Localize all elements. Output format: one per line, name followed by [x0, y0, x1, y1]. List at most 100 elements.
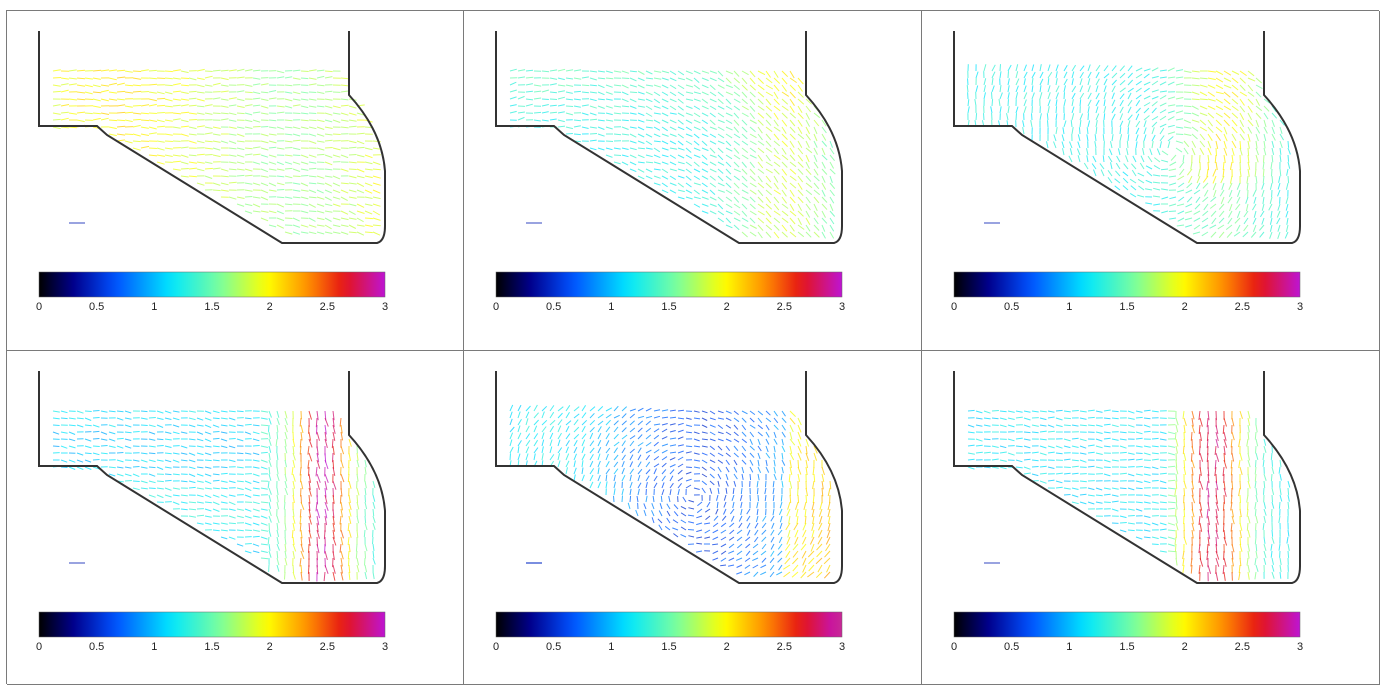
velocity-vector — [798, 78, 803, 84]
velocity-vector — [77, 120, 85, 122]
velocity-vector — [269, 183, 276, 186]
velocity-vector — [1191, 162, 1192, 170]
velocity-vector — [93, 460, 100, 461]
velocity-vector — [1272, 460, 1273, 467]
velocity-vector — [742, 113, 749, 117]
velocity-vector — [1264, 446, 1266, 453]
velocity-vector — [1152, 90, 1159, 92]
velocity-vector — [1152, 438, 1159, 439]
velocity-vector — [341, 460, 343, 468]
velocity-vector — [654, 410, 660, 411]
velocity-vector — [662, 71, 669, 73]
velocity-vector — [774, 432, 776, 438]
velocity-vector — [750, 78, 755, 84]
velocity-vector — [1048, 446, 1055, 448]
velocity-vector — [1240, 509, 1241, 517]
velocity-vector — [710, 169, 716, 172]
velocity-vector — [1008, 78, 1009, 85]
velocity-vector — [1064, 92, 1065, 99]
quiver-plot — [922, 351, 1380, 685]
velocity-vector — [333, 572, 335, 581]
velocity-vector — [1120, 73, 1125, 78]
velocity-vector — [678, 134, 684, 138]
velocity-vector — [1176, 127, 1183, 128]
velocity-vector — [1271, 551, 1272, 558]
velocity-vector — [1256, 155, 1258, 162]
velocity-vector — [1184, 467, 1186, 475]
velocity-vector — [333, 120, 340, 123]
velocity-vector — [261, 460, 268, 462]
velocity-vector — [790, 71, 794, 78]
velocity-vector — [1120, 530, 1126, 532]
velocity-vector — [277, 169, 284, 170]
velocity-vector — [237, 439, 243, 441]
velocity-vector — [518, 112, 525, 113]
velocity-vector — [141, 460, 148, 462]
velocity-vector — [819, 509, 822, 517]
velocity-vector — [718, 474, 721, 479]
velocity-vector — [213, 432, 220, 433]
velocity-vector — [157, 425, 163, 428]
velocity-vector — [61, 78, 69, 79]
velocity-vector — [790, 467, 792, 475]
velocity-vector — [1023, 120, 1024, 127]
velocity-vector — [165, 467, 172, 468]
velocity-vector — [526, 77, 533, 78]
velocity-vector — [197, 474, 203, 476]
velocity-vector — [606, 71, 613, 73]
velocity-vector — [789, 474, 790, 482]
velocity-vector — [678, 148, 685, 150]
velocity-vector — [742, 197, 749, 200]
velocity-vector — [1196, 197, 1200, 203]
velocity-vector — [1120, 114, 1123, 121]
velocity-vector — [61, 411, 68, 413]
velocity-vector — [646, 455, 650, 460]
vector-field — [967, 64, 1290, 239]
velocity-vector — [1048, 417, 1055, 418]
velocity-vector — [1144, 516, 1150, 518]
velocity-vector — [1088, 445, 1095, 446]
velocity-vector — [790, 225, 794, 231]
velocity-vector — [1216, 78, 1223, 82]
velocity-vector — [69, 432, 75, 435]
velocity-vector — [221, 411, 228, 412]
velocity-vector — [1152, 537, 1159, 539]
velocity-vector — [213, 190, 221, 191]
velocity-vector — [157, 162, 165, 164]
velocity-vector — [1256, 85, 1262, 89]
velocity-vector — [745, 565, 750, 568]
velocity-vector — [814, 176, 819, 181]
velocity-vector — [221, 488, 228, 489]
velocity-vector — [1072, 99, 1073, 106]
velocity-vector — [309, 218, 316, 221]
velocity-vector — [301, 120, 309, 121]
velocity-vector — [742, 155, 748, 159]
velocity-vector — [1152, 446, 1159, 447]
velocity-vector — [1208, 92, 1215, 96]
velocity-vector — [806, 439, 809, 447]
velocity-vector — [1253, 225, 1256, 232]
velocity-vector — [654, 416, 660, 418]
velocity-vector — [1264, 148, 1266, 155]
velocity-vector — [1040, 411, 1047, 412]
velocity-vector — [771, 537, 774, 542]
velocity-vector — [526, 454, 528, 461]
velocity-vector — [742, 71, 749, 75]
velocity-vector — [293, 92, 300, 94]
velocity-vector — [1152, 453, 1159, 454]
velocity-vector — [1270, 197, 1272, 204]
velocity-vector — [261, 134, 268, 136]
velocity-vector — [542, 105, 549, 107]
velocity-vector — [245, 211, 252, 213]
velocity-vector — [766, 460, 767, 466]
velocity-vector — [710, 134, 716, 137]
velocity-vector — [1248, 565, 1250, 572]
velocity-vector — [798, 460, 799, 468]
velocity-vector — [173, 161, 181, 162]
velocity-vector — [53, 432, 59, 434]
velocity-vector — [1270, 218, 1272, 225]
velocity-vector — [1240, 453, 1242, 461]
velocity-vector — [734, 120, 739, 126]
velocity-vector — [654, 85, 661, 87]
velocity-vector — [293, 190, 300, 191]
